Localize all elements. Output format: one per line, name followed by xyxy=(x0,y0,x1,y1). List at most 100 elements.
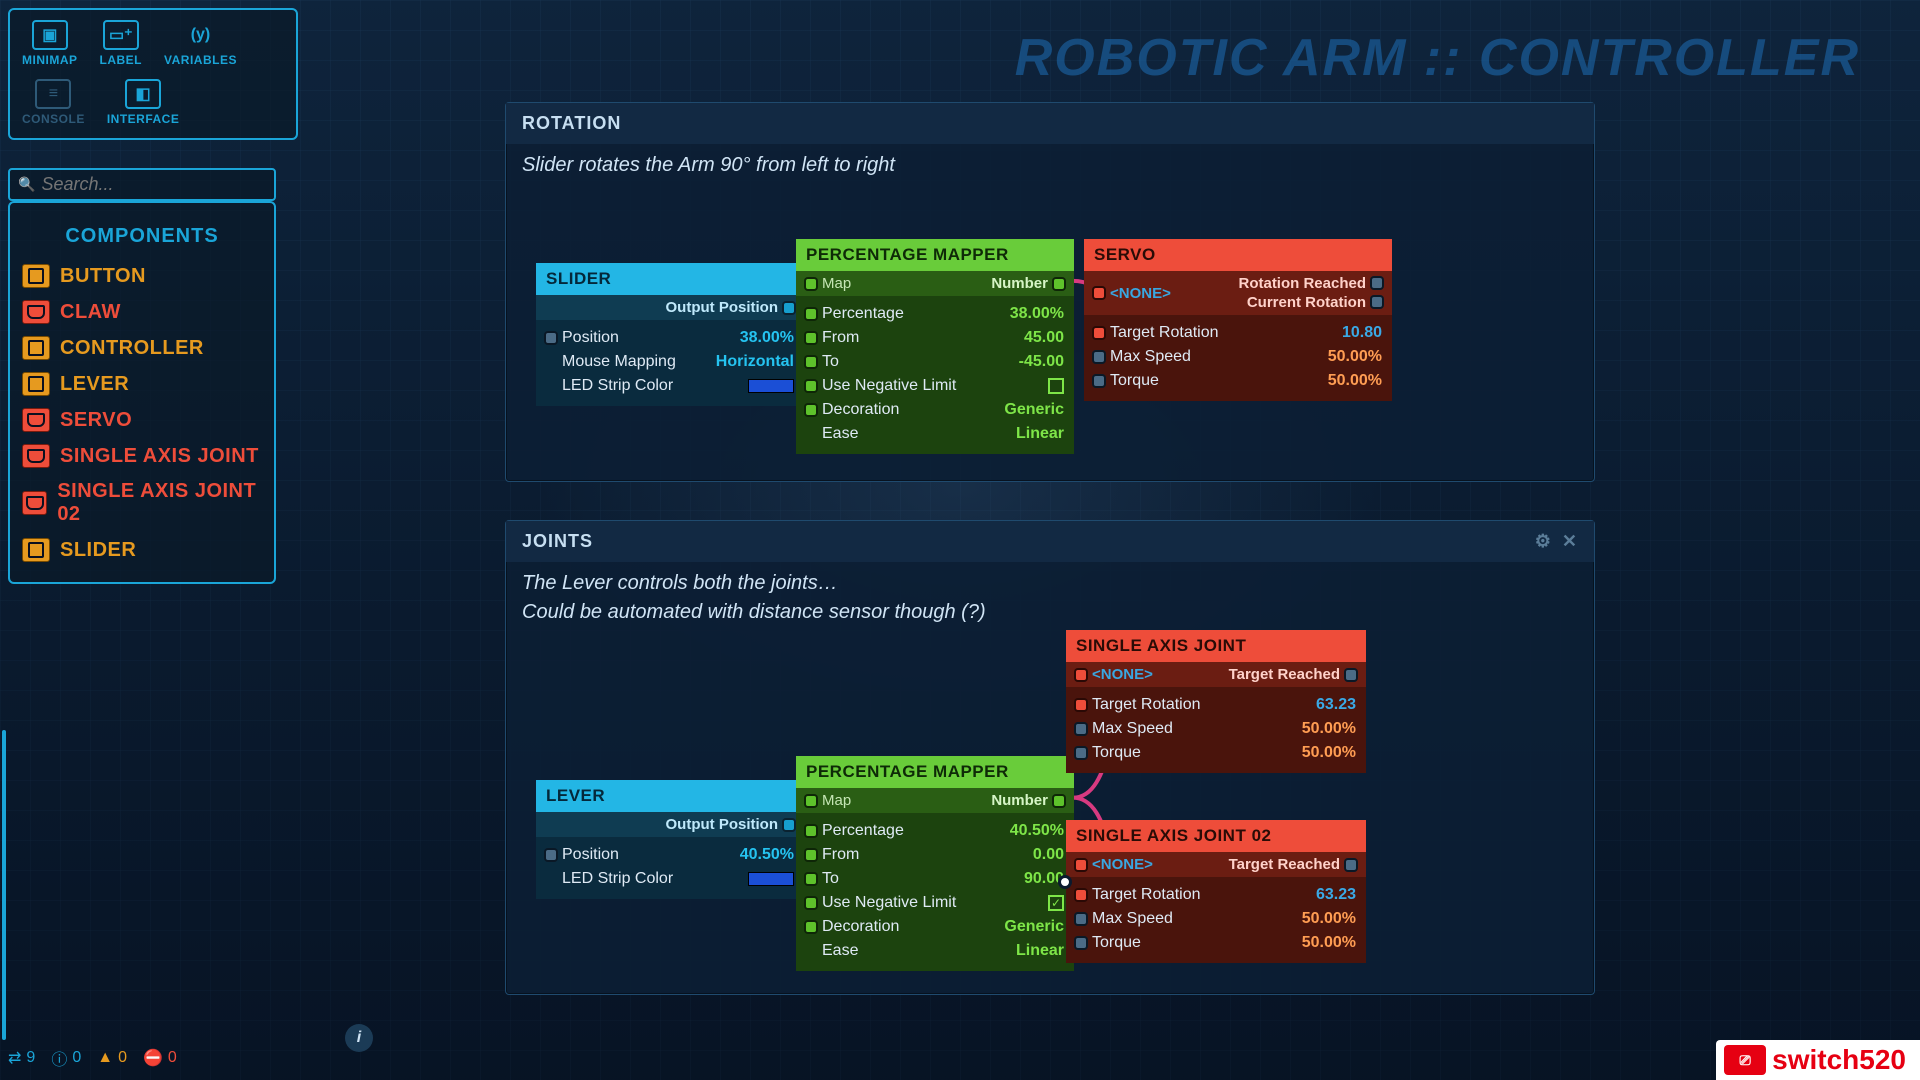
port[interactable] xyxy=(1076,938,1086,948)
pmap1-to-val[interactable]: -45.00 xyxy=(1019,353,1064,371)
component-item-lever[interactable]: LEVER xyxy=(16,366,268,402)
port[interactable] xyxy=(806,898,816,908)
port-out[interactable] xyxy=(784,303,794,313)
port-out[interactable] xyxy=(1054,279,1064,289)
saj1-spd-val[interactable]: 50.00% xyxy=(1302,720,1356,738)
pmap1-from-lbl: From xyxy=(822,329,859,347)
slider-position-val[interactable]: 38.00% xyxy=(740,329,794,347)
component-item-button[interactable]: BUTTON xyxy=(16,258,268,294)
node-slider[interactable]: SLIDER Output Position Position38.00% Mo… xyxy=(536,263,804,406)
pmap2-pct-val[interactable]: 40.50% xyxy=(1010,822,1064,840)
console-icon: ≡ xyxy=(35,79,71,109)
slider-led-lbl: LED Strip Color xyxy=(546,377,673,395)
label-icon: ▭⁺ xyxy=(103,20,139,50)
status-err: ⛔0 xyxy=(143,1048,177,1068)
pmap2-ease-val[interactable]: Linear xyxy=(1016,942,1064,960)
info-button[interactable]: i xyxy=(345,1024,373,1052)
port-out[interactable] xyxy=(1346,860,1356,870)
pmap2-from-val[interactable]: 0.00 xyxy=(1033,846,1064,864)
pmap2-sub-right: Number xyxy=(991,792,1048,809)
lever-led-swatch[interactable] xyxy=(748,872,794,886)
pmap1-sub-right: Number xyxy=(991,275,1048,292)
pmap2-neg-checkbox[interactable]: ✓ xyxy=(1048,895,1064,911)
saj2-spd-val[interactable]: 50.00% xyxy=(1302,910,1356,928)
port[interactable] xyxy=(1094,376,1104,386)
pmap1-neg-checkbox[interactable] xyxy=(1048,378,1064,394)
console-button[interactable]: ≡ CONSOLE xyxy=(20,75,87,130)
pmap1-dec-val[interactable]: Generic xyxy=(1004,401,1064,419)
servo-tor-val[interactable]: 50.00% xyxy=(1328,372,1382,390)
servo-tgt-val[interactable]: 10.80 xyxy=(1342,324,1382,342)
port-out[interactable] xyxy=(1372,297,1382,307)
port-in[interactable] xyxy=(1076,860,1086,870)
port[interactable] xyxy=(1094,352,1104,362)
port[interactable] xyxy=(806,357,816,367)
servo-tgt-lbl: Target Rotation xyxy=(1110,324,1219,342)
port[interactable] xyxy=(1076,890,1086,900)
port[interactable] xyxy=(1076,914,1086,924)
saj1-tor-val[interactable]: 50.00% xyxy=(1302,744,1356,762)
saj1-spd-lbl: Max Speed xyxy=(1092,720,1173,738)
component-item-single-axis-joint[interactable]: SINGLE AXIS JOINT xyxy=(16,438,268,474)
component-item-controller[interactable]: CONTROLLER xyxy=(16,330,268,366)
panel-joints-head[interactable]: JOINTS ⚙✕ xyxy=(506,521,1594,562)
port-out[interactable] xyxy=(1372,278,1382,288)
node-single-axis-joint-1[interactable]: SINGLE AXIS JOINT <NONE>Target Reached T… xyxy=(1066,630,1366,773)
port[interactable] xyxy=(806,874,816,884)
port-in[interactable] xyxy=(806,279,816,289)
component-item-claw[interactable]: CLAW xyxy=(16,294,268,330)
search-wrap: 🔍 xyxy=(8,168,276,201)
port-in[interactable] xyxy=(1076,670,1086,680)
pmap1-pct-val[interactable]: 38.00% xyxy=(1010,305,1064,323)
component-label: SINGLE AXIS JOINT xyxy=(60,445,259,468)
search-input[interactable] xyxy=(41,174,266,195)
node-servo[interactable]: SERVO <NONE>Rotation ReachedCurrent Rota… xyxy=(1084,239,1392,401)
port[interactable] xyxy=(806,826,816,836)
variables-label: VARIABLES xyxy=(164,53,237,67)
port-out[interactable] xyxy=(1054,796,1064,806)
lever-pos-val[interactable]: 40.50% xyxy=(740,846,794,864)
pmap1-ease-val[interactable]: Linear xyxy=(1016,425,1064,443)
saj2-tor-val[interactable]: 50.00% xyxy=(1302,934,1356,952)
node-lever[interactable]: LEVER Output Position Position40.50% LED… xyxy=(536,780,804,899)
panel-rotation-head[interactable]: ROTATION xyxy=(506,103,1594,144)
pmap1-from-val[interactable]: 45.00 xyxy=(1024,329,1064,347)
port-out[interactable] xyxy=(784,820,794,830)
node-percentage-mapper-2[interactable]: PERCENTAGE MAPPER MapNumber Percentage40… xyxy=(796,756,1074,971)
port[interactable] xyxy=(806,405,816,415)
variables-button[interactable]: (y) VARIABLES xyxy=(162,16,239,71)
panel-rotation-body[interactable]: SLIDER Output Position Position38.00% Mo… xyxy=(506,183,1594,471)
servo-spd-val[interactable]: 50.00% xyxy=(1328,348,1382,366)
port-out[interactable] xyxy=(1346,670,1356,680)
minimap-button[interactable]: ▣ MINIMAP xyxy=(20,16,80,71)
slider-led-swatch[interactable] xyxy=(748,379,794,393)
pmap2-dec-val[interactable]: Generic xyxy=(1004,918,1064,936)
port[interactable] xyxy=(1076,700,1086,710)
port[interactable] xyxy=(1076,748,1086,758)
saj1-tgt-val[interactable]: 63.23 xyxy=(1316,696,1356,714)
node-single-axis-joint-2[interactable]: SINGLE AXIS JOINT 02 <NONE>Target Reache… xyxy=(1066,820,1366,963)
interface-button[interactable]: ◧ INTERFACE xyxy=(105,75,182,130)
port[interactable] xyxy=(1076,724,1086,734)
port-in[interactable] xyxy=(546,333,556,343)
port[interactable] xyxy=(806,309,816,319)
saj2-tgt-val[interactable]: 63.23 xyxy=(1316,886,1356,904)
port[interactable] xyxy=(1094,328,1104,338)
port-in[interactable] xyxy=(806,796,816,806)
node-percentage-mapper-1[interactable]: PERCENTAGE MAPPER MapNumber Percentage38… xyxy=(796,239,1074,454)
port-in[interactable] xyxy=(1094,288,1104,298)
component-item-single-axis-joint-02[interactable]: SINGLE AXIS JOINT 02 xyxy=(16,474,268,532)
port[interactable] xyxy=(806,381,816,391)
port[interactable] xyxy=(806,850,816,860)
pmap1-ease-lbl: Ease xyxy=(806,425,858,443)
gear-icon[interactable]: ⚙ xyxy=(1535,531,1552,552)
port[interactable] xyxy=(806,333,816,343)
component-item-slider[interactable]: SLIDER xyxy=(16,532,268,568)
close-icon[interactable]: ✕ xyxy=(1562,531,1578,552)
port[interactable] xyxy=(806,922,816,932)
panel-joints-body[interactable]: LEVER Output Position Position40.50% LED… xyxy=(506,630,1594,983)
port[interactable] xyxy=(546,850,556,860)
component-item-servo[interactable]: SERVO xyxy=(16,402,268,438)
slider-mouse-val[interactable]: Horizontal xyxy=(716,353,794,371)
label-button[interactable]: ▭⁺ LABEL xyxy=(98,16,145,71)
